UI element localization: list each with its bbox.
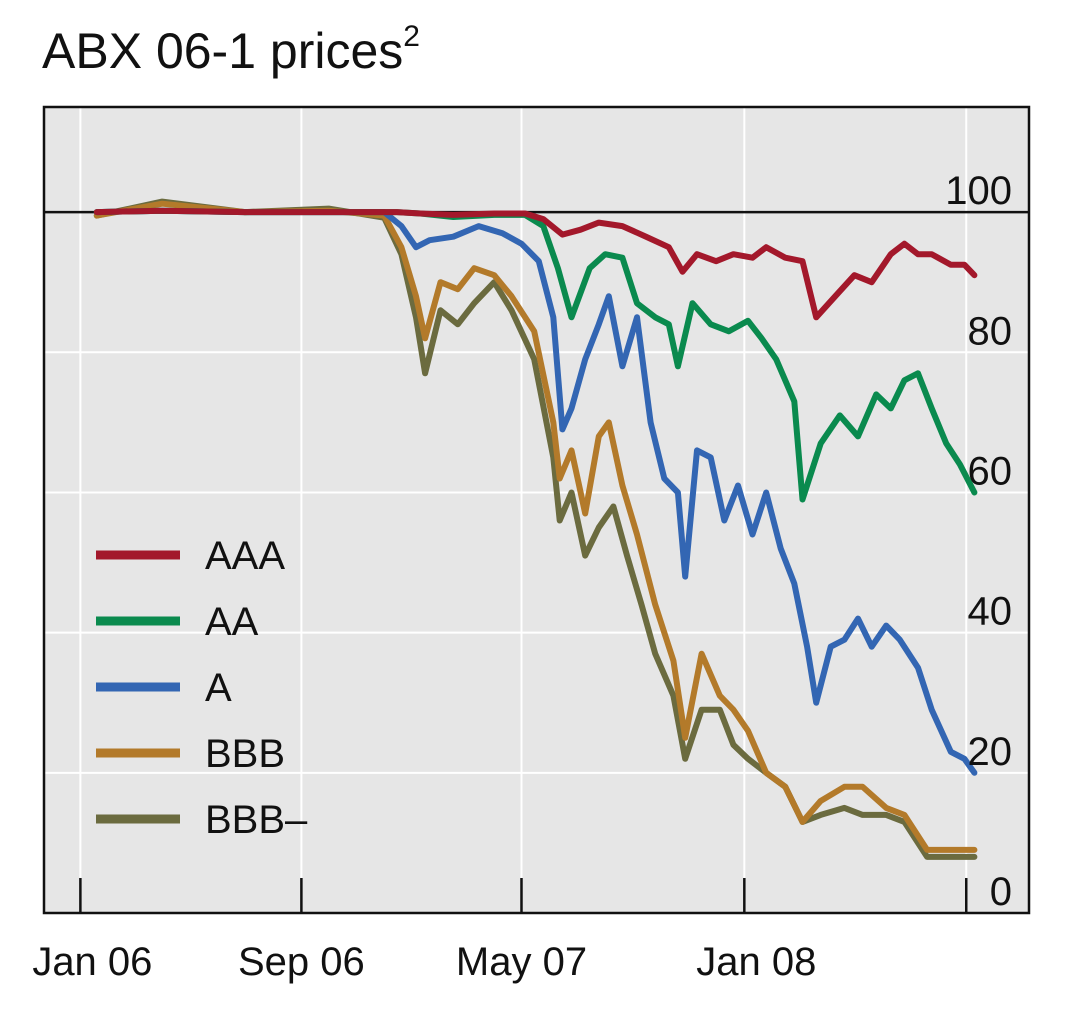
y-tick-label: 20 bbox=[968, 730, 1013, 774]
series-line-bbb bbox=[93, 200, 978, 853]
legend-label-bbb: BBB bbox=[205, 732, 285, 776]
legend-label-aa: AA bbox=[205, 600, 259, 644]
legend-label-aaa: AAA bbox=[205, 534, 285, 578]
axis-ticks: Jan 06 Sep 06 May 07 Jan 08 0 20 40 60 80 100 bbox=[32, 169, 1012, 984]
y-tick-label: 100 bbox=[945, 169, 1012, 213]
series-group bbox=[93, 198, 978, 860]
chart-title-superscript: 2 bbox=[403, 20, 420, 54]
y-tick-label: 40 bbox=[968, 590, 1013, 634]
x-tick-label: Jan 06 bbox=[32, 940, 152, 984]
plot-frame bbox=[42, 105, 1031, 915]
series-line-a bbox=[93, 207, 978, 776]
y-tick-label: 80 bbox=[968, 309, 1013, 353]
x-tick-label: May 07 bbox=[456, 940, 587, 984]
x-tick-label: Sep 06 bbox=[238, 940, 365, 984]
series-line-aaa bbox=[93, 207, 978, 321]
x-tick-label: Jan 08 bbox=[696, 940, 816, 984]
series-line-bbb-minus bbox=[93, 198, 978, 860]
y-tick-label: 60 bbox=[968, 449, 1013, 493]
legend-label-a: A bbox=[205, 666, 232, 710]
legend-label-bbb-minus: BBB– bbox=[205, 798, 308, 842]
chart-title: ABX 06-1 prices2 bbox=[42, 20, 420, 79]
plot-background bbox=[44, 107, 1029, 913]
y-tick-label: 0 bbox=[990, 870, 1012, 914]
